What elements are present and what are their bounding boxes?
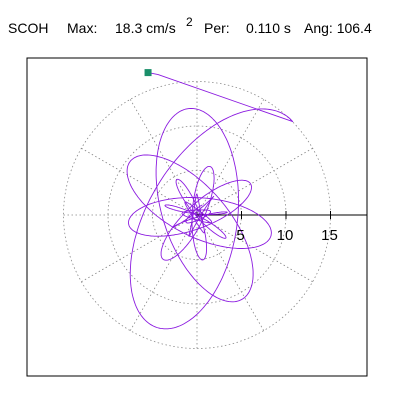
motion-trace [126,72,294,330]
period-value: 0.110 s [246,20,291,36]
tick-label-5: 5 [236,227,244,244]
period-label: Per: [204,20,230,36]
trace-path [126,72,294,330]
plot-header: SCOH Max: 18.3 cm/s 2 Per: 0.110 s Ang: … [0,15,400,42]
angle-readout: Ang: 106.4 [304,20,372,36]
tick-label-15: 15 [321,227,338,244]
start-marker [144,69,152,77]
tick-label-10: 10 [277,227,294,244]
max-unit-exponent: 2 [186,15,193,29]
station-code: SCOH [8,20,49,36]
max-label: Max: [67,20,98,36]
axis-ticks: 5 10 15 [236,211,338,244]
max-value: 18.3 cm/s [115,20,176,36]
marker-layer [144,69,152,77]
